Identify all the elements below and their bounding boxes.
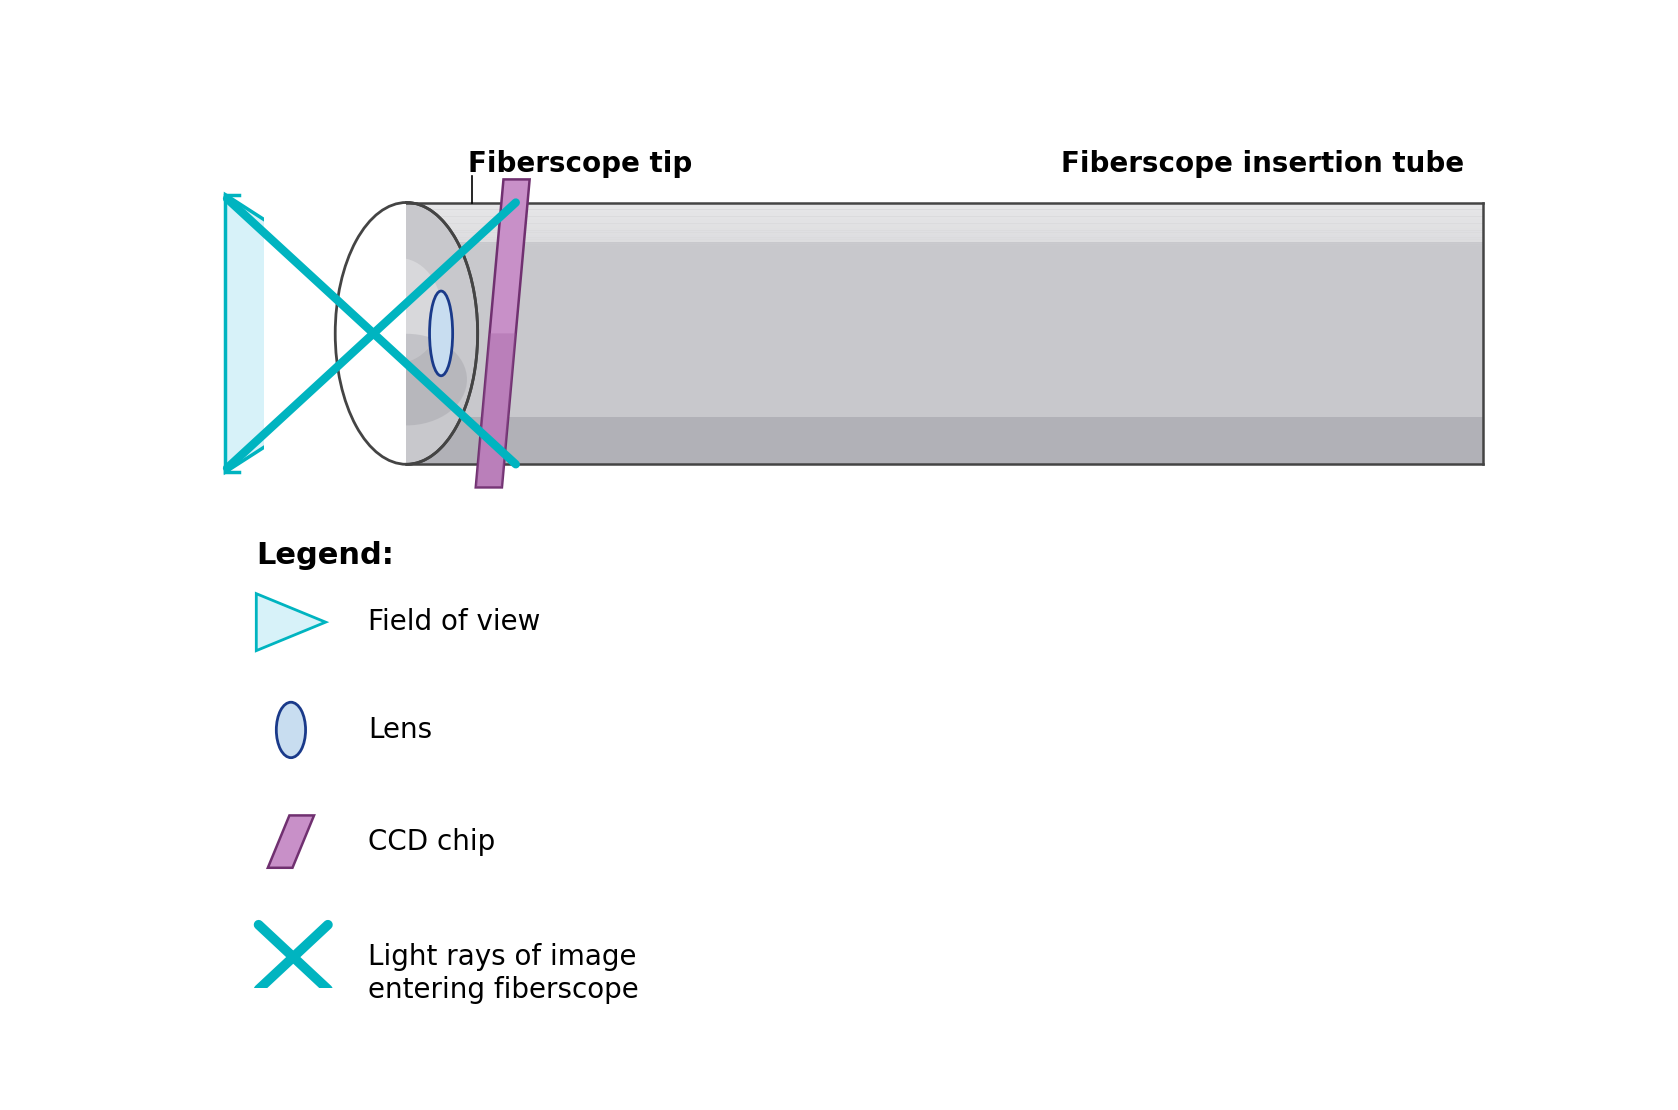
Bar: [406, 212, 1483, 214]
Bar: [406, 231, 1483, 232]
Polygon shape: [225, 194, 441, 472]
Text: Light rays of image
entering fiberscope: Light rays of image entering fiberscope: [367, 944, 639, 1003]
Text: Field of view: Field of view: [367, 608, 540, 636]
Bar: [406, 216, 1483, 219]
Text: Lens: Lens: [367, 716, 431, 744]
Ellipse shape: [346, 334, 466, 425]
Text: Legend:: Legend:: [257, 542, 394, 571]
Bar: [406, 224, 1483, 225]
Text: Fiberscope insertion tube: Fiberscope insertion tube: [1060, 150, 1465, 178]
Bar: [406, 243, 1483, 244]
Ellipse shape: [430, 291, 453, 376]
Bar: [406, 229, 1483, 230]
Bar: [406, 214, 1483, 216]
Bar: [406, 202, 1483, 242]
Bar: [406, 221, 1483, 223]
Polygon shape: [257, 594, 326, 650]
Bar: [406, 238, 1483, 240]
Bar: [406, 226, 1483, 228]
Bar: [406, 205, 1483, 208]
Bar: [406, 245, 1483, 246]
Ellipse shape: [336, 202, 478, 464]
Bar: [406, 417, 1483, 464]
Bar: [406, 248, 1483, 249]
Bar: [406, 208, 1483, 210]
Text: Fiberscope tip: Fiberscope tip: [468, 150, 693, 178]
Polygon shape: [268, 816, 314, 868]
Bar: [406, 233, 1483, 234]
Bar: [406, 210, 1483, 212]
Bar: [406, 202, 1483, 464]
Bar: [406, 202, 1483, 205]
Bar: [406, 240, 1483, 242]
Polygon shape: [477, 180, 530, 487]
Bar: [263, 199, 406, 468]
Polygon shape: [477, 333, 515, 487]
Bar: [406, 235, 1483, 238]
Ellipse shape: [356, 258, 441, 363]
Ellipse shape: [277, 703, 305, 758]
Text: CCD chip: CCD chip: [367, 828, 495, 856]
Bar: [406, 219, 1483, 221]
